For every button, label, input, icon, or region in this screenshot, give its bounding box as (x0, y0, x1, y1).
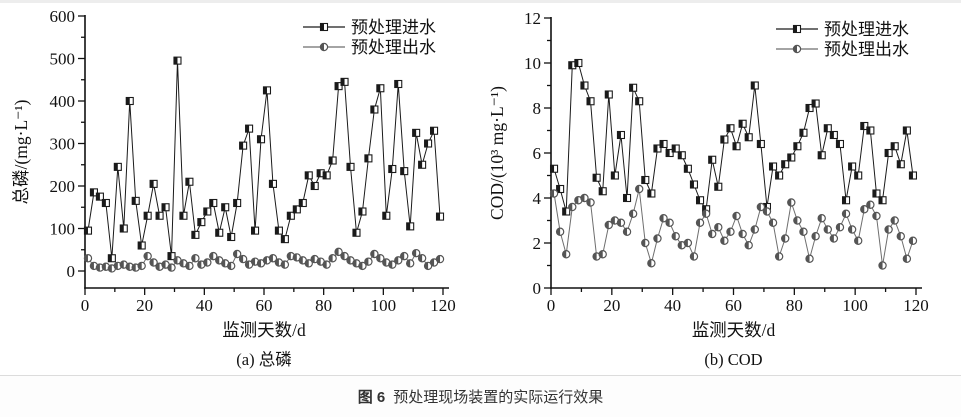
legend-label-1: 预处理出水 (351, 38, 436, 57)
svg-text:300: 300 (50, 135, 76, 154)
svg-text:20: 20 (136, 296, 153, 315)
svg-text:0: 0 (67, 262, 76, 281)
tick-marks (78, 15, 444, 295)
series-markers-0 (83, 56, 445, 263)
svg-text:40: 40 (664, 296, 681, 315)
series-line-0 (87, 60, 441, 259)
legend-label-1: 预处理出水 (824, 40, 909, 59)
svg-text:8: 8 (533, 99, 542, 118)
legend-label-0: 预处理进水 (351, 18, 436, 37)
series-markers-0 (549, 58, 918, 216)
svg-text:100: 100 (842, 296, 868, 315)
svg-text:0: 0 (547, 296, 556, 315)
svg-text:60: 60 (256, 296, 273, 315)
series-markers-1 (549, 184, 918, 270)
svg-text:120: 120 (903, 296, 929, 315)
chart-total-phosphorus-canvas: 0 100 200 300 400 500 600 0 20 40 60 80 100 120 监测天数/d… (11, 7, 456, 369)
svg-text:500: 500 (50, 50, 76, 69)
svg-text:10: 10 (524, 54, 541, 73)
svg-text:6: 6 (533, 144, 542, 163)
y-axis-label: COD/(10³ mg·L⁻¹) (487, 86, 507, 220)
figure-caption-label: 图 6 (357, 389, 386, 406)
figure-caption: 图 6 预处理现场装置的实际运行效果 (0, 376, 961, 417)
caption-divider (0, 375, 961, 376)
svg-text:4: 4 (533, 189, 542, 208)
tick-labels: 0 100 200 300 400 500 600 0 20 40 60 80 100 120 (50, 7, 456, 315)
series-markers-1 (83, 247, 445, 273)
legend-label-0: 预处理进水 (824, 20, 909, 39)
svg-text:60: 60 (725, 296, 742, 315)
svg-text:100: 100 (371, 296, 397, 315)
subplot-title: (b) COD (704, 350, 762, 369)
figure: 0 100 200 300 400 500 600 0 20 40 60 80 100 120 监测天数/d… (0, 3, 961, 417)
chart-cod: 0 2 4 6 8 10 12 0 20 40 60 80 100 120 监测天数/d COD/(10³ m… (480, 3, 960, 375)
y-axis-label: 总磷/(mg·L⁻¹) (11, 99, 31, 204)
tick-marks (544, 17, 917, 295)
x-axis-label: 监测天数/d (692, 320, 776, 340)
svg-text:12: 12 (524, 9, 541, 28)
svg-text:400: 400 (50, 92, 76, 111)
charts-row: 0 100 200 300 400 500 600 0 20 40 60 80 100 120 监测天数/d… (0, 3, 961, 375)
svg-text:40: 40 (196, 296, 213, 315)
svg-text:600: 600 (50, 7, 76, 26)
svg-text:120: 120 (430, 296, 456, 315)
svg-text:20: 20 (603, 296, 620, 315)
svg-text:2: 2 (533, 234, 542, 253)
svg-text:80: 80 (315, 296, 332, 315)
series-line-0 (553, 62, 914, 212)
x-axis-label: 监测天数/d (222, 320, 306, 340)
svg-text:100: 100 (50, 220, 76, 239)
chart-total-phosphorus: 0 100 200 300 400 500 600 0 20 40 60 80 100 120 监测天数/d… (0, 3, 480, 375)
subplot-title: (a) 总磷 (236, 350, 291, 369)
svg-text:0: 0 (81, 296, 90, 315)
svg-text:80: 80 (786, 296, 803, 315)
figure-caption-text: 预处理现场装置的实际运行效果 (393, 389, 604, 406)
svg-text:0: 0 (533, 279, 542, 298)
svg-text:200: 200 (50, 177, 76, 196)
